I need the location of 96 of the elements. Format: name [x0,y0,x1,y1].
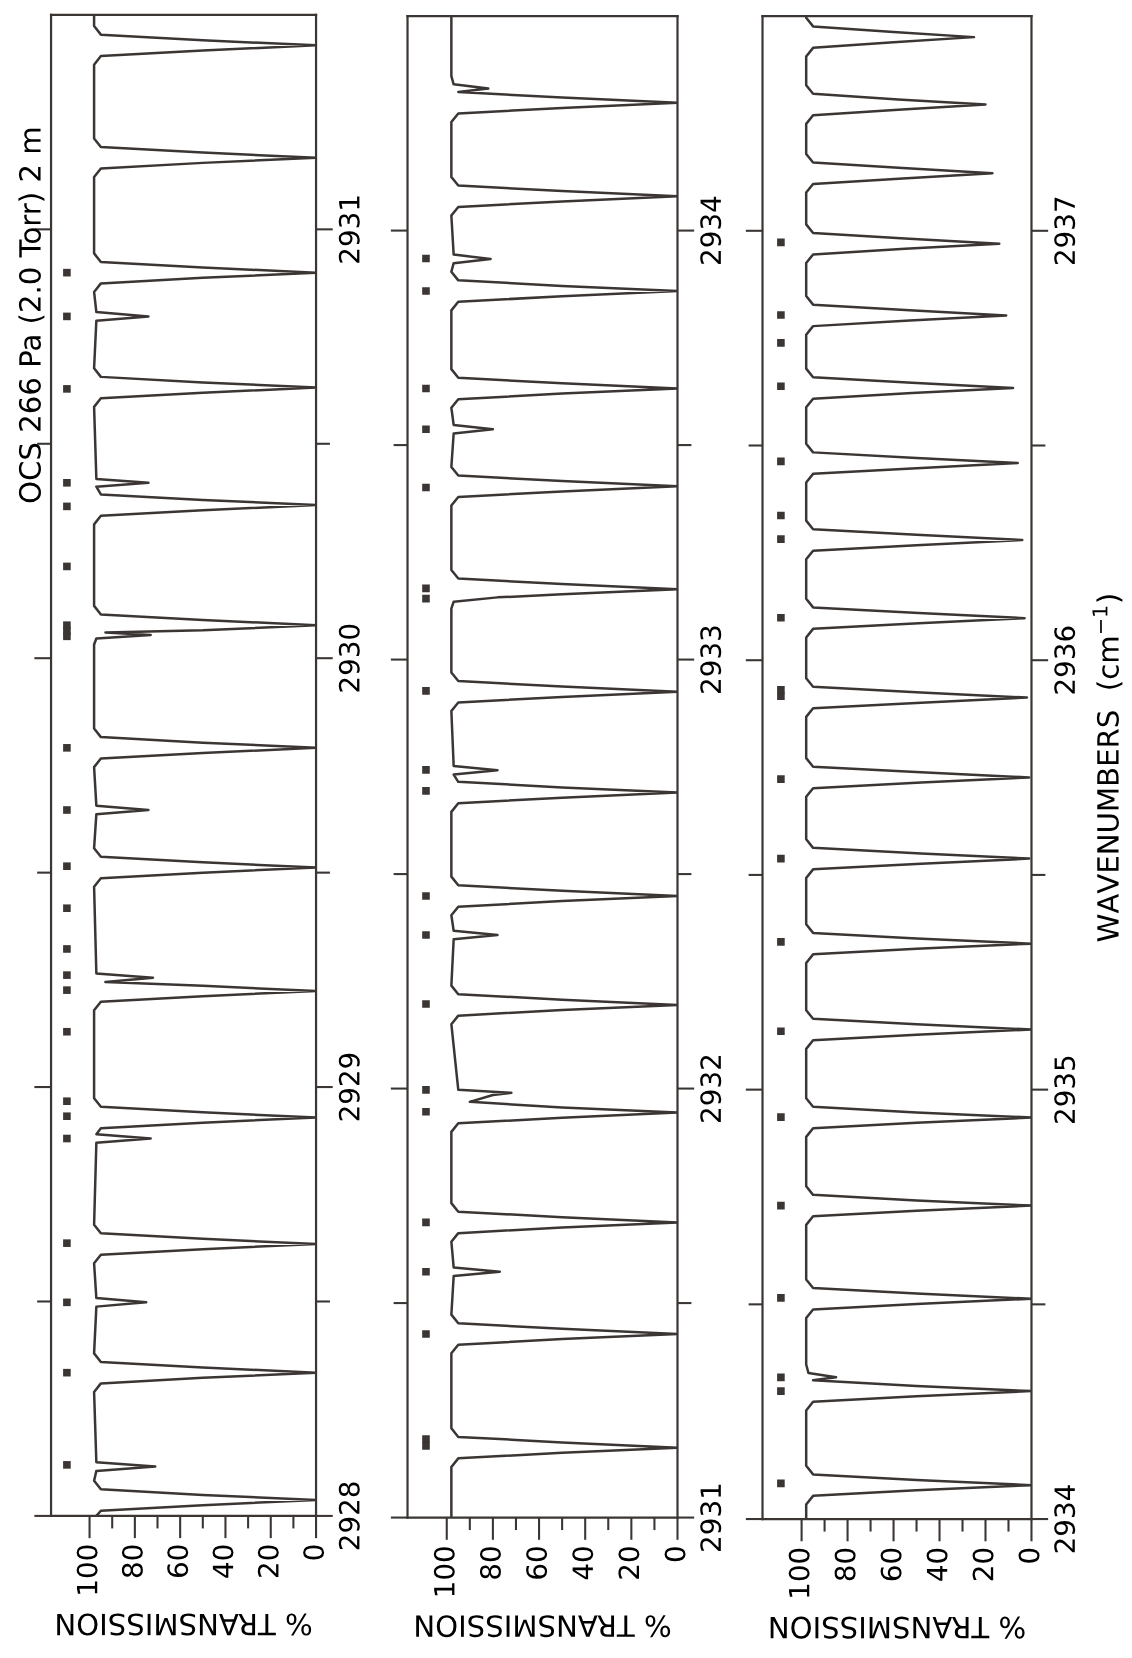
y-tick-label: 2932 [700,1056,722,1122]
point [777,854,785,863]
point [63,268,71,277]
point [63,1134,71,1143]
point [63,1368,71,1377]
x-tick-label: 0 [664,1547,686,1562]
x-tick-label: 80 [479,1547,501,1579]
x-tick-label: 100 [76,1545,98,1594]
point [422,1442,430,1450]
point [422,1000,430,1008]
point [777,1294,785,1302]
x-tick-label: 100 [788,1548,810,1597]
x-tick-label: 60 [526,1547,548,1579]
point [63,862,71,870]
x-tick-label: 60 [167,1545,189,1578]
x-tick-label: 40 [926,1548,948,1581]
point [63,1298,71,1307]
point [63,1461,71,1469]
point [63,1112,71,1121]
y-tick-label: 2930 [338,624,360,692]
point [422,483,430,492]
y-tick-label: 2929 [338,1053,360,1121]
x-tick-label: 40 [212,1545,234,1578]
point [422,254,430,263]
point [777,613,785,622]
y-tick-label: 2928 [338,1482,360,1550]
x-tick-label: 100 [433,1547,455,1596]
point [63,945,71,953]
point [777,775,785,783]
point [422,687,430,695]
point [777,535,785,543]
point [422,1218,430,1227]
x-axis-title: % TRANSMISSION [416,1615,671,1638]
point [777,1113,785,1121]
y-tick-label: 2934 [1054,1485,1076,1553]
point [777,382,785,391]
point [63,904,71,913]
point [63,1097,71,1106]
x-tick-label: 20 [618,1547,640,1579]
y-tick-label: 2931 [700,1484,722,1551]
y-axis-title: WAVENUMBERS (cm$^{−1}$) [1092,595,1123,942]
point [63,479,71,487]
point [777,1387,785,1395]
point [422,425,430,434]
point [777,511,785,520]
point [777,311,785,319]
x-axis-title: % TRANSMISSION [57,1613,312,1636]
point [63,312,71,321]
point [422,892,430,900]
point [777,1201,785,1210]
point [422,384,430,393]
point [63,744,71,752]
point [422,787,430,795]
x-tick-label: 80 [121,1545,143,1578]
point [777,1373,785,1382]
point [777,238,785,247]
x-tick-label: 80 [834,1548,856,1581]
point [422,931,430,939]
point [777,1027,785,1036]
y-tick-label: 2934 [700,196,722,264]
point [422,1330,430,1338]
point [63,1027,71,1036]
point [777,938,785,946]
x-tick-label: 60 [880,1548,902,1581]
x-tick-label: 40 [572,1547,594,1580]
point [422,287,430,295]
point [422,766,430,774]
y-tick-label: 2936 [1054,626,1076,694]
point [422,1267,430,1276]
y-tick-label: 2933 [700,626,722,693]
text: OCS 266 Pa (2.0 Torr) 2 m [18,128,45,503]
point [63,806,71,814]
x-axis-title: % TRANSMISSION [770,1616,1025,1639]
y-tick-label: 2935 [1054,1056,1076,1123]
point [422,1435,430,1443]
y-tick-label: 2937 [1054,197,1076,265]
point [422,594,430,603]
x-tick-label: 0 [303,1545,325,1560]
x-tick-label: 20 [257,1545,279,1577]
point [422,1107,430,1116]
point [63,385,71,393]
point [777,686,785,694]
point [777,1479,785,1488]
point [777,339,785,347]
point [63,562,71,571]
point [422,1086,430,1094]
point [63,502,71,511]
point [63,1239,71,1247]
point [63,971,71,979]
point [422,584,430,593]
x-tick-label: 20 [972,1548,994,1581]
point [63,986,71,994]
y-tick-label: 2931 [338,196,360,263]
x-tick-label: 0 [1018,1548,1040,1563]
point [777,457,785,466]
point [63,621,71,629]
